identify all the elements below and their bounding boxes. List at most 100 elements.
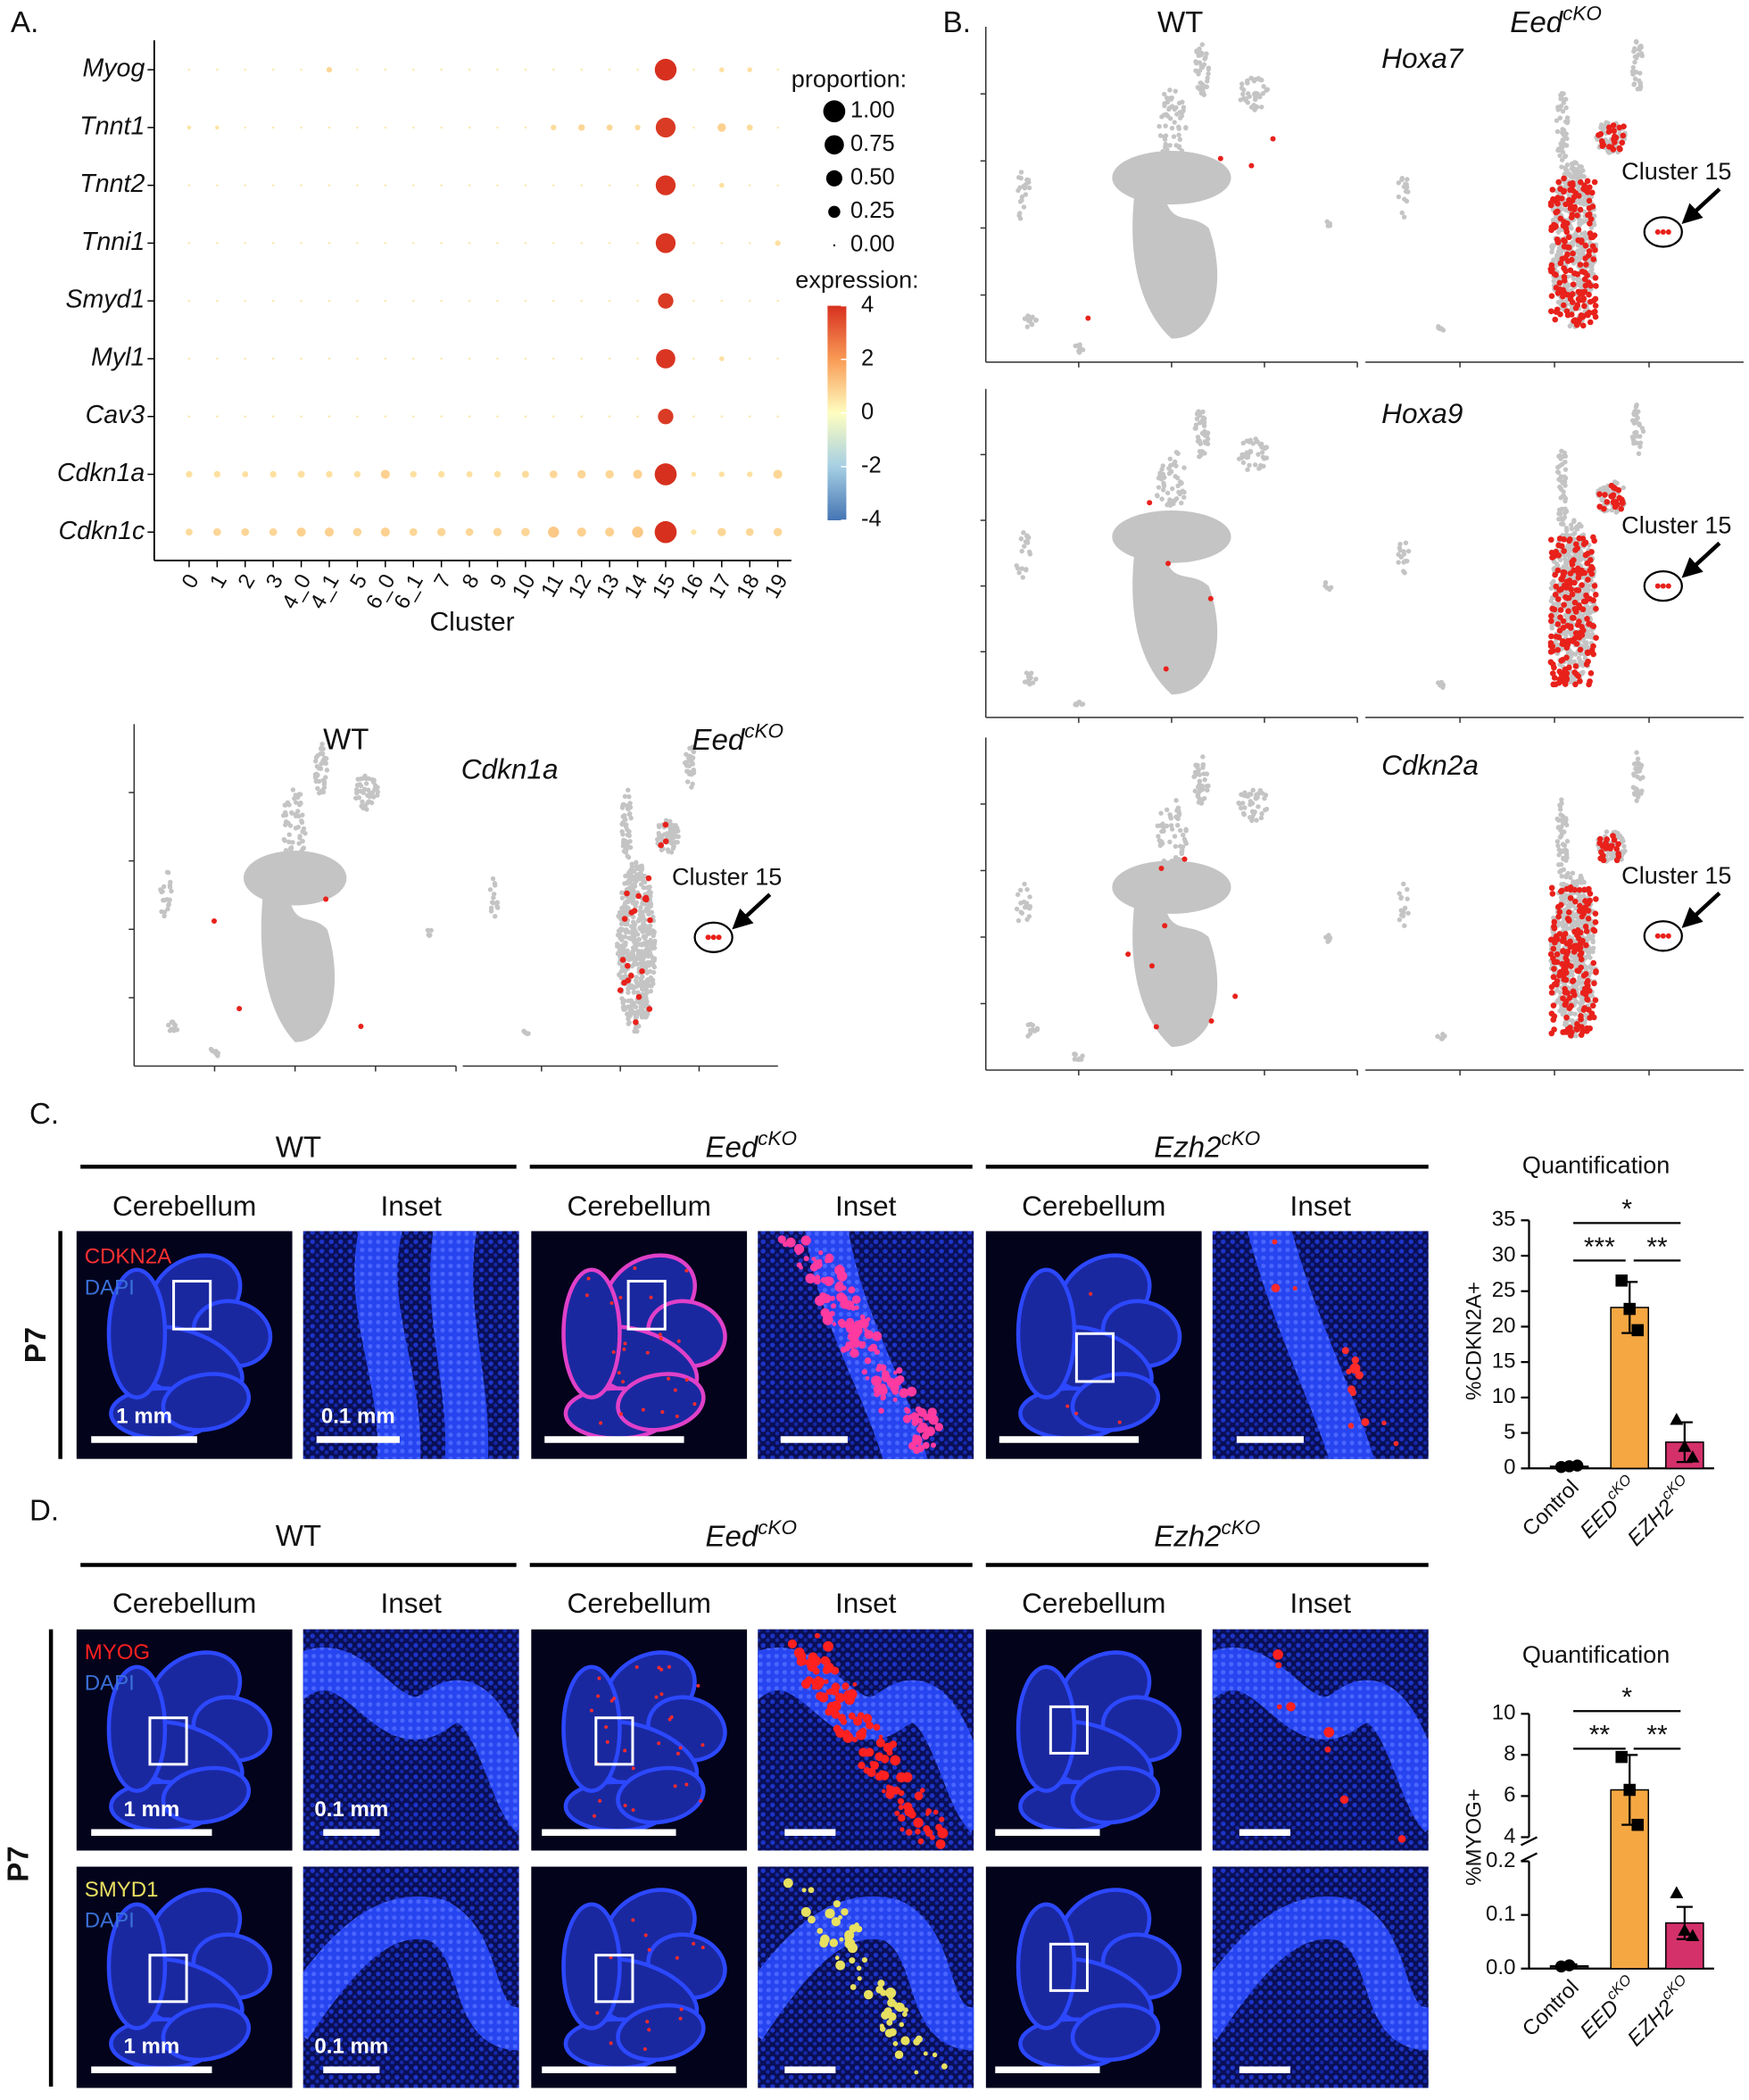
cell <box>283 819 289 825</box>
y-tick-label: 0 <box>1504 1456 1515 1480</box>
signal <box>891 1786 901 1795</box>
marker-cell <box>1555 913 1562 920</box>
scale-bar <box>1236 1436 1304 1443</box>
dot <box>412 357 415 361</box>
cell <box>1558 474 1564 479</box>
dot <box>633 469 642 479</box>
cell <box>1564 838 1571 844</box>
marker-cell <box>1548 293 1555 300</box>
marker-cell <box>1559 641 1566 647</box>
dot <box>300 242 303 245</box>
cell <box>645 959 651 966</box>
cell <box>1171 866 1176 871</box>
cell <box>1240 810 1247 817</box>
cell <box>292 795 297 801</box>
cell <box>1563 104 1569 111</box>
cell <box>1205 787 1210 793</box>
signal <box>922 1441 930 1449</box>
point <box>1670 1886 1684 1898</box>
dot <box>749 415 751 418</box>
cell <box>619 895 626 901</box>
marker-cell <box>1567 894 1574 901</box>
marker-cell <box>1564 258 1571 264</box>
cell <box>1405 177 1410 182</box>
marker-cell <box>1586 253 1592 259</box>
cell <box>1164 95 1170 101</box>
cell <box>1198 449 1204 455</box>
group-label-sup: cKO <box>1222 1516 1261 1539</box>
cell <box>1560 914 1566 919</box>
cell <box>1562 450 1568 456</box>
marker-cell <box>1555 595 1562 602</box>
cell <box>1556 847 1562 852</box>
cell <box>1562 829 1567 834</box>
colorbar-label: -2 <box>861 453 882 478</box>
dot <box>524 357 527 361</box>
marker-cell <box>1562 989 1569 996</box>
marker-cell <box>1554 950 1561 958</box>
cell <box>1598 125 1604 130</box>
dot <box>654 520 677 544</box>
dot <box>468 184 471 187</box>
marker-cell <box>1553 583 1560 590</box>
marker-cell <box>1592 592 1599 598</box>
cell <box>1202 416 1207 421</box>
signal <box>796 1657 806 1666</box>
cell <box>165 906 170 912</box>
cell <box>288 846 294 851</box>
dot <box>271 299 275 303</box>
marker-cell <box>662 821 669 828</box>
cell <box>491 892 497 897</box>
marker-cell <box>1579 1024 1585 1030</box>
cell <box>355 776 361 782</box>
cell <box>1579 613 1585 618</box>
marker-cell <box>1577 261 1584 268</box>
dot <box>327 415 331 418</box>
cluster-label: Cluster 15 <box>1621 158 1731 185</box>
signal <box>1117 1420 1122 1424</box>
cell <box>1024 540 1031 545</box>
y-tick-label: 5 <box>1504 1420 1515 1444</box>
cell <box>1568 522 1574 527</box>
cell <box>1172 834 1178 839</box>
cell <box>1253 436 1258 442</box>
micrograph <box>76 1231 293 1459</box>
cell <box>1203 54 1208 60</box>
marker-cell <box>1574 1021 1580 1027</box>
x-tick-label: 1 <box>205 570 232 593</box>
dot <box>468 68 471 71</box>
cell <box>669 840 675 845</box>
dot <box>269 527 278 536</box>
cell <box>1026 914 1032 919</box>
arrow <box>732 892 772 930</box>
age-label: P7 <box>20 1327 53 1363</box>
dot <box>608 68 611 71</box>
cell <box>1174 823 1181 828</box>
signal <box>631 1766 635 1771</box>
signal <box>864 1330 874 1340</box>
marker-cell <box>633 1019 639 1025</box>
marker-cell <box>1665 933 1671 939</box>
marker-cell <box>1563 308 1571 314</box>
marker-cell <box>1582 898 1588 904</box>
cell <box>1180 99 1185 105</box>
x-tick-label-base: EZH2 <box>1623 1995 1679 2051</box>
panel-label: C. <box>29 1098 59 1131</box>
cell <box>626 1020 632 1025</box>
cell <box>1200 409 1206 415</box>
cell <box>283 848 289 853</box>
cell <box>1257 442 1263 447</box>
dot <box>324 527 335 537</box>
cell <box>1405 886 1410 892</box>
dot <box>496 184 499 187</box>
dot <box>468 242 471 245</box>
signal <box>611 1350 616 1354</box>
cell <box>1183 125 1189 131</box>
legend-dot <box>825 170 842 187</box>
cell <box>1194 416 1200 421</box>
cell <box>1637 71 1643 76</box>
marker-cell <box>1564 916 1571 922</box>
dot <box>521 527 530 536</box>
signal <box>889 1740 898 1748</box>
marker-cell <box>1596 491 1603 497</box>
